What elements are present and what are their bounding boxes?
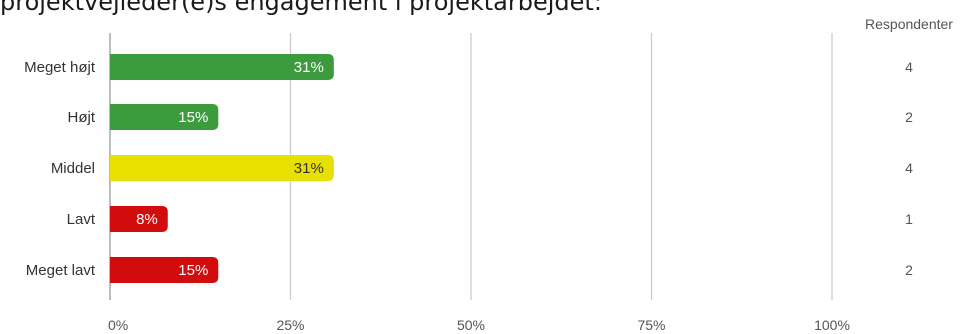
x-tick-label: 25% — [276, 317, 304, 333]
category-label: Meget lavt — [26, 262, 96, 279]
category-label: Lavt — [67, 211, 96, 228]
bar — [110, 54, 334, 80]
respondent-counts: Respondenter 4 2 4 1 2 — [865, 16, 953, 278]
value-label: 31% — [294, 59, 324, 76]
bar — [110, 206, 168, 232]
bars — [110, 54, 334, 283]
value-label: 15% — [178, 109, 208, 126]
bar — [110, 155, 334, 181]
respondents-header: Respondenter — [865, 16, 953, 32]
category-label: Højt — [68, 109, 96, 126]
bar — [110, 104, 219, 130]
respondent-count: 2 — [905, 262, 913, 278]
value-label: 15% — [178, 262, 208, 279]
value-labels: 31% 15% 31% 8% 15% — [136, 59, 324, 279]
x-tick-label: 100% — [814, 317, 850, 333]
value-label: 8% — [136, 211, 158, 228]
respondent-count: 1 — [905, 211, 913, 227]
category-label: Meget højt — [24, 59, 96, 76]
bar — [110, 257, 219, 283]
x-axis-ticks: 0% 25% 50% 75% 100% — [108, 317, 850, 333]
category-labels: Meget højt Højt Middel Lavt Meget lavt — [24, 59, 96, 279]
respondent-count: 4 — [905, 59, 913, 75]
respondent-count: 2 — [905, 109, 913, 125]
value-label: 31% — [294, 160, 324, 177]
x-tick-label: 75% — [637, 317, 665, 333]
x-tick-label: 50% — [457, 317, 485, 333]
chart-title: projektvejleder(e)s engagement i projekt… — [0, 0, 602, 16]
category-label: Middel — [51, 160, 95, 177]
x-tick-label: 0% — [108, 317, 128, 333]
respondent-count: 4 — [905, 160, 913, 176]
